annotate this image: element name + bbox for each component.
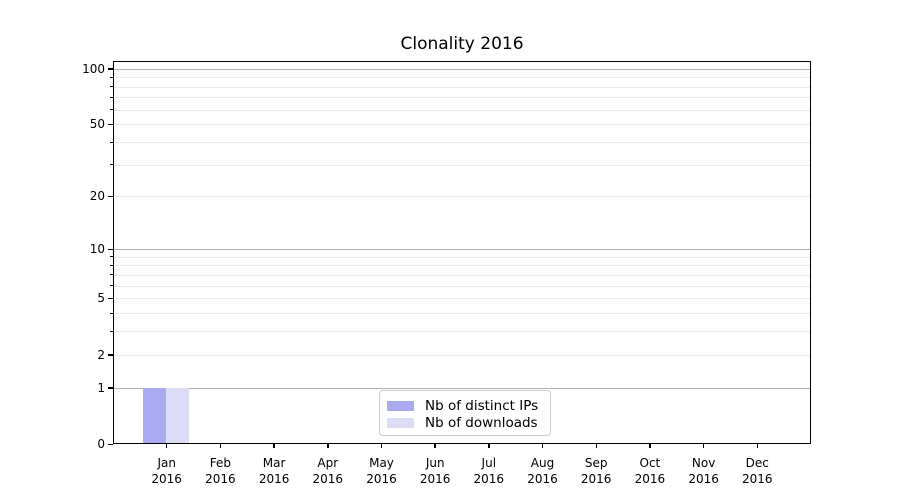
y-tick-mark bbox=[108, 123, 113, 126]
y-tick-label: 2 bbox=[97, 347, 105, 362]
y-tick-mark bbox=[108, 195, 113, 198]
plot-area bbox=[113, 61, 811, 444]
y-minor-tick-mark bbox=[110, 312, 113, 314]
y-minor-tick-mark bbox=[110, 164, 113, 166]
y-tick-mark bbox=[108, 387, 113, 389]
y-gridline-minor bbox=[114, 164, 810, 166]
x-tick-mark bbox=[273, 444, 275, 448]
bar-nb-of-distinct-ips bbox=[143, 388, 167, 443]
x-tick-label: Jul 2016 bbox=[473, 456, 505, 486]
legend-item-downloads: Nb of downloads bbox=[387, 414, 542, 431]
plot-inner bbox=[114, 62, 810, 443]
y-gridline-minor bbox=[114, 256, 810, 258]
y-gridline-minor bbox=[114, 354, 810, 356]
y-tick-label: 5 bbox=[97, 291, 105, 306]
y-gridline-minor bbox=[114, 265, 810, 267]
x-tick-mark bbox=[756, 444, 759, 448]
y-minor-tick-mark bbox=[110, 86, 113, 88]
y-gridline-major bbox=[114, 249, 810, 250]
x-tick-label: Dec 2016 bbox=[742, 456, 773, 486]
y-tick-mark bbox=[108, 68, 113, 70]
x-tick-mark bbox=[702, 444, 705, 448]
y-minor-tick-mark bbox=[110, 274, 113, 276]
x-tick-label: Oct 2016 bbox=[634, 456, 666, 486]
y-tick-label: 50 bbox=[89, 117, 105, 132]
y-tick-mark bbox=[108, 354, 113, 356]
x-tick-label: Feb 2016 bbox=[205, 456, 236, 486]
legend-label-distinct-ips: Nb of distinct IPs bbox=[425, 397, 539, 414]
legend: Nb of distinct IPs Nb of downloads bbox=[379, 390, 551, 436]
y-gridline-minor bbox=[114, 77, 810, 79]
legend-label-downloads: Nb of downloads bbox=[425, 414, 538, 431]
y-tick-label: 100 bbox=[82, 61, 105, 76]
y-gridline-minor bbox=[114, 124, 810, 126]
x-tick-mark bbox=[165, 444, 168, 448]
x-tick-label: Aug 2016 bbox=[527, 456, 558, 486]
x-tick-mark bbox=[488, 444, 490, 448]
y-tick-label: 20 bbox=[89, 189, 105, 204]
y-minor-tick-mark bbox=[110, 285, 113, 287]
y-gridline-minor bbox=[114, 313, 810, 315]
y-tick-mark bbox=[108, 248, 113, 250]
x-tick-mark bbox=[434, 444, 436, 448]
x-tick-mark bbox=[541, 444, 544, 448]
y-gridline-minor bbox=[114, 285, 810, 287]
y-minor-tick-mark bbox=[110, 109, 113, 111]
y-gridline-minor bbox=[114, 274, 810, 276]
y-tick-mark bbox=[108, 443, 113, 445]
y-gridline-major bbox=[114, 68, 810, 70]
y-minor-tick-mark bbox=[110, 76, 113, 78]
x-tick-mark bbox=[380, 444, 383, 448]
y-gridline-minor bbox=[114, 196, 810, 198]
x-tick-label: Jun 2016 bbox=[419, 456, 451, 486]
x-tick-mark bbox=[649, 444, 651, 448]
y-minor-tick-mark bbox=[110, 96, 113, 98]
y-minor-tick-mark bbox=[110, 330, 113, 332]
x-tick-label: Jan 2016 bbox=[151, 456, 182, 486]
y-gridline-minor bbox=[114, 331, 810, 333]
y-tick-label: 10 bbox=[89, 242, 105, 256]
legend-item-distinct-ips: Nb of distinct IPs bbox=[387, 397, 542, 414]
x-tick-label: Sep 2016 bbox=[580, 456, 612, 486]
y-minor-tick-mark bbox=[110, 141, 113, 143]
bar-nb-of-downloads bbox=[166, 388, 190, 443]
y-gridline-minor bbox=[114, 142, 810, 143]
legend-swatch-downloads bbox=[387, 417, 414, 428]
y-minor-tick-mark bbox=[110, 256, 113, 258]
y-gridline-minor bbox=[114, 97, 810, 99]
x-tick-mark bbox=[219, 444, 222, 448]
y-gridline-minor bbox=[114, 86, 810, 88]
y-gridline-minor bbox=[114, 109, 810, 111]
x-tick-mark bbox=[595, 444, 597, 448]
y-minor-tick-mark bbox=[110, 264, 113, 266]
y-gridline-minor bbox=[114, 298, 810, 300]
y-tick-label: 0 bbox=[97, 437, 105, 451]
y-tick-label: 1 bbox=[97, 380, 105, 395]
x-tick-mark bbox=[327, 444, 329, 448]
x-tick-label: May 2016 bbox=[366, 456, 397, 486]
legend-swatch-distinct-ips bbox=[387, 400, 414, 411]
y-tick-mark bbox=[108, 297, 113, 300]
y-gridline-major bbox=[114, 387, 810, 389]
x-tick-label: Apr 2016 bbox=[312, 456, 344, 486]
x-tick-label: Nov 2016 bbox=[688, 456, 719, 486]
chart-title: Clonality 2016 bbox=[400, 34, 524, 54]
x-tick-label: Mar 2016 bbox=[258, 456, 290, 486]
